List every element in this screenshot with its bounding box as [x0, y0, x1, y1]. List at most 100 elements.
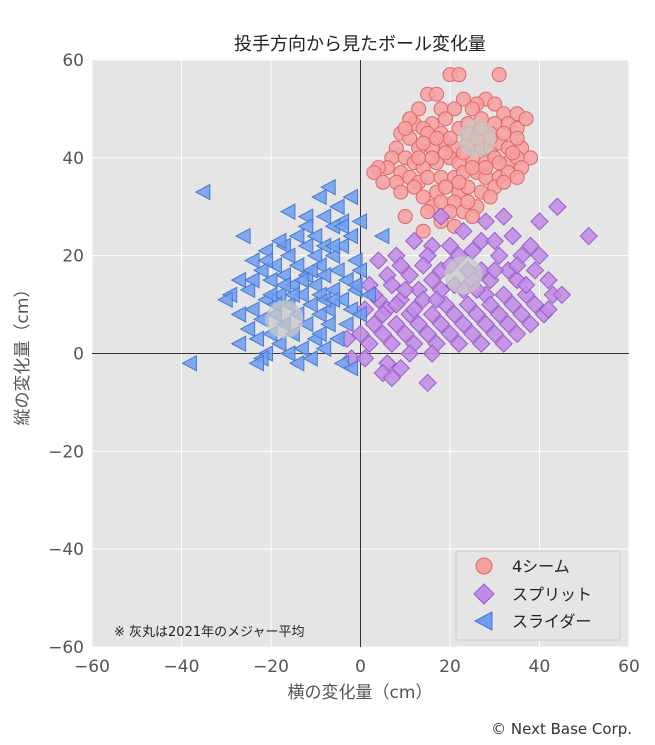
point-split [413, 256, 433, 275]
average-marker-slider [265, 300, 304, 339]
point-slider [230, 306, 247, 323]
point-4seam [451, 174, 467, 190]
point-split [539, 300, 558, 319]
legend-label-slider: スライダー [512, 612, 591, 631]
point-slider [351, 306, 367, 323]
point-split [516, 285, 536, 305]
x-tick-label: −60 [74, 657, 110, 677]
point-split [494, 207, 513, 226]
point-slider [329, 330, 345, 348]
point-split [507, 324, 527, 344]
point-4seam [478, 160, 494, 176]
point-split [422, 305, 442, 324]
point-split [579, 226, 598, 246]
point-slider [270, 232, 287, 250]
point-split [427, 290, 446, 309]
point-slider [288, 354, 305, 372]
point-split [503, 226, 522, 246]
point-split [525, 295, 545, 314]
point-slider [302, 262, 318, 279]
point-split [373, 305, 393, 324]
point-split [387, 314, 406, 334]
point-4seam [518, 111, 534, 127]
point-4seam [397, 120, 413, 136]
point-split [431, 314, 451, 334]
point-slider [257, 252, 274, 269]
y-axis-label: 縦の変化量（cm） [13, 281, 33, 426]
point-4seam [460, 194, 476, 210]
point-slider [284, 286, 300, 304]
point-slider [346, 276, 363, 294]
point-split [490, 246, 509, 265]
copyright: © Next Base Corp. [491, 720, 632, 738]
point-4seam [415, 189, 431, 205]
point-4seam [438, 145, 454, 161]
point-split [449, 334, 469, 353]
legend-box [455, 550, 621, 641]
point-split [431, 207, 451, 226]
point-slider [261, 286, 278, 304]
point-split [400, 344, 419, 363]
point-split [548, 197, 567, 216]
y-tick-label: 40 [62, 149, 84, 169]
point-slider [338, 315, 354, 333]
point-slider [315, 266, 332, 284]
y-tick-label: 20 [62, 247, 84, 267]
point-4seam [406, 179, 422, 195]
point-split [396, 324, 415, 344]
chart-title: 投手方向から見たボール変化量 [234, 34, 486, 55]
x-tick-label: 60 [618, 657, 640, 677]
point-4seam [375, 174, 391, 190]
point-split [472, 334, 491, 353]
point-slider [324, 291, 341, 309]
point-4seam [496, 174, 512, 190]
point-slider [333, 217, 350, 235]
point-split [539, 270, 558, 290]
average-marker-4seam [457, 119, 496, 158]
zero-axis-lines [92, 60, 629, 647]
x-tick-label: 40 [529, 657, 551, 677]
point-split [498, 314, 518, 334]
x-tick-label: 0 [355, 657, 366, 677]
point-split [382, 368, 402, 388]
point-split [391, 256, 410, 275]
point-slider [311, 325, 327, 343]
point-slider [306, 276, 323, 294]
point-split [552, 285, 572, 305]
point-4seam [446, 101, 462, 117]
point-slider [342, 188, 359, 206]
point-split [351, 324, 370, 344]
point-slider [288, 227, 305, 245]
point-split [530, 246, 549, 265]
point-slider [235, 227, 251, 245]
average-marker-split [444, 256, 483, 295]
point-slider [311, 188, 327, 206]
point-4seam [496, 125, 512, 141]
point-split [391, 358, 410, 378]
point-split [418, 373, 437, 393]
point-4seam [464, 160, 480, 176]
point-split [369, 251, 388, 270]
point-slider [248, 354, 265, 372]
point-4seam [438, 179, 454, 195]
point-4seam [509, 169, 525, 185]
point-slider [320, 178, 336, 196]
point-slider [342, 359, 359, 377]
point-split [494, 285, 513, 305]
point-slider [302, 350, 318, 367]
point-slider [230, 335, 247, 353]
point-slider [329, 198, 345, 216]
point-split [485, 231, 504, 251]
point-split [490, 305, 509, 324]
point-slider [311, 257, 327, 274]
point-split [476, 314, 496, 334]
point-4seam [411, 150, 427, 166]
point-slider [248, 330, 265, 348]
point-split [440, 324, 460, 344]
point-slider [320, 315, 336, 333]
y-tick-label: −40 [48, 540, 84, 560]
point-4seam [442, 130, 458, 146]
point-split [485, 261, 504, 280]
point-split [525, 261, 545, 280]
point-4seam [487, 96, 503, 112]
